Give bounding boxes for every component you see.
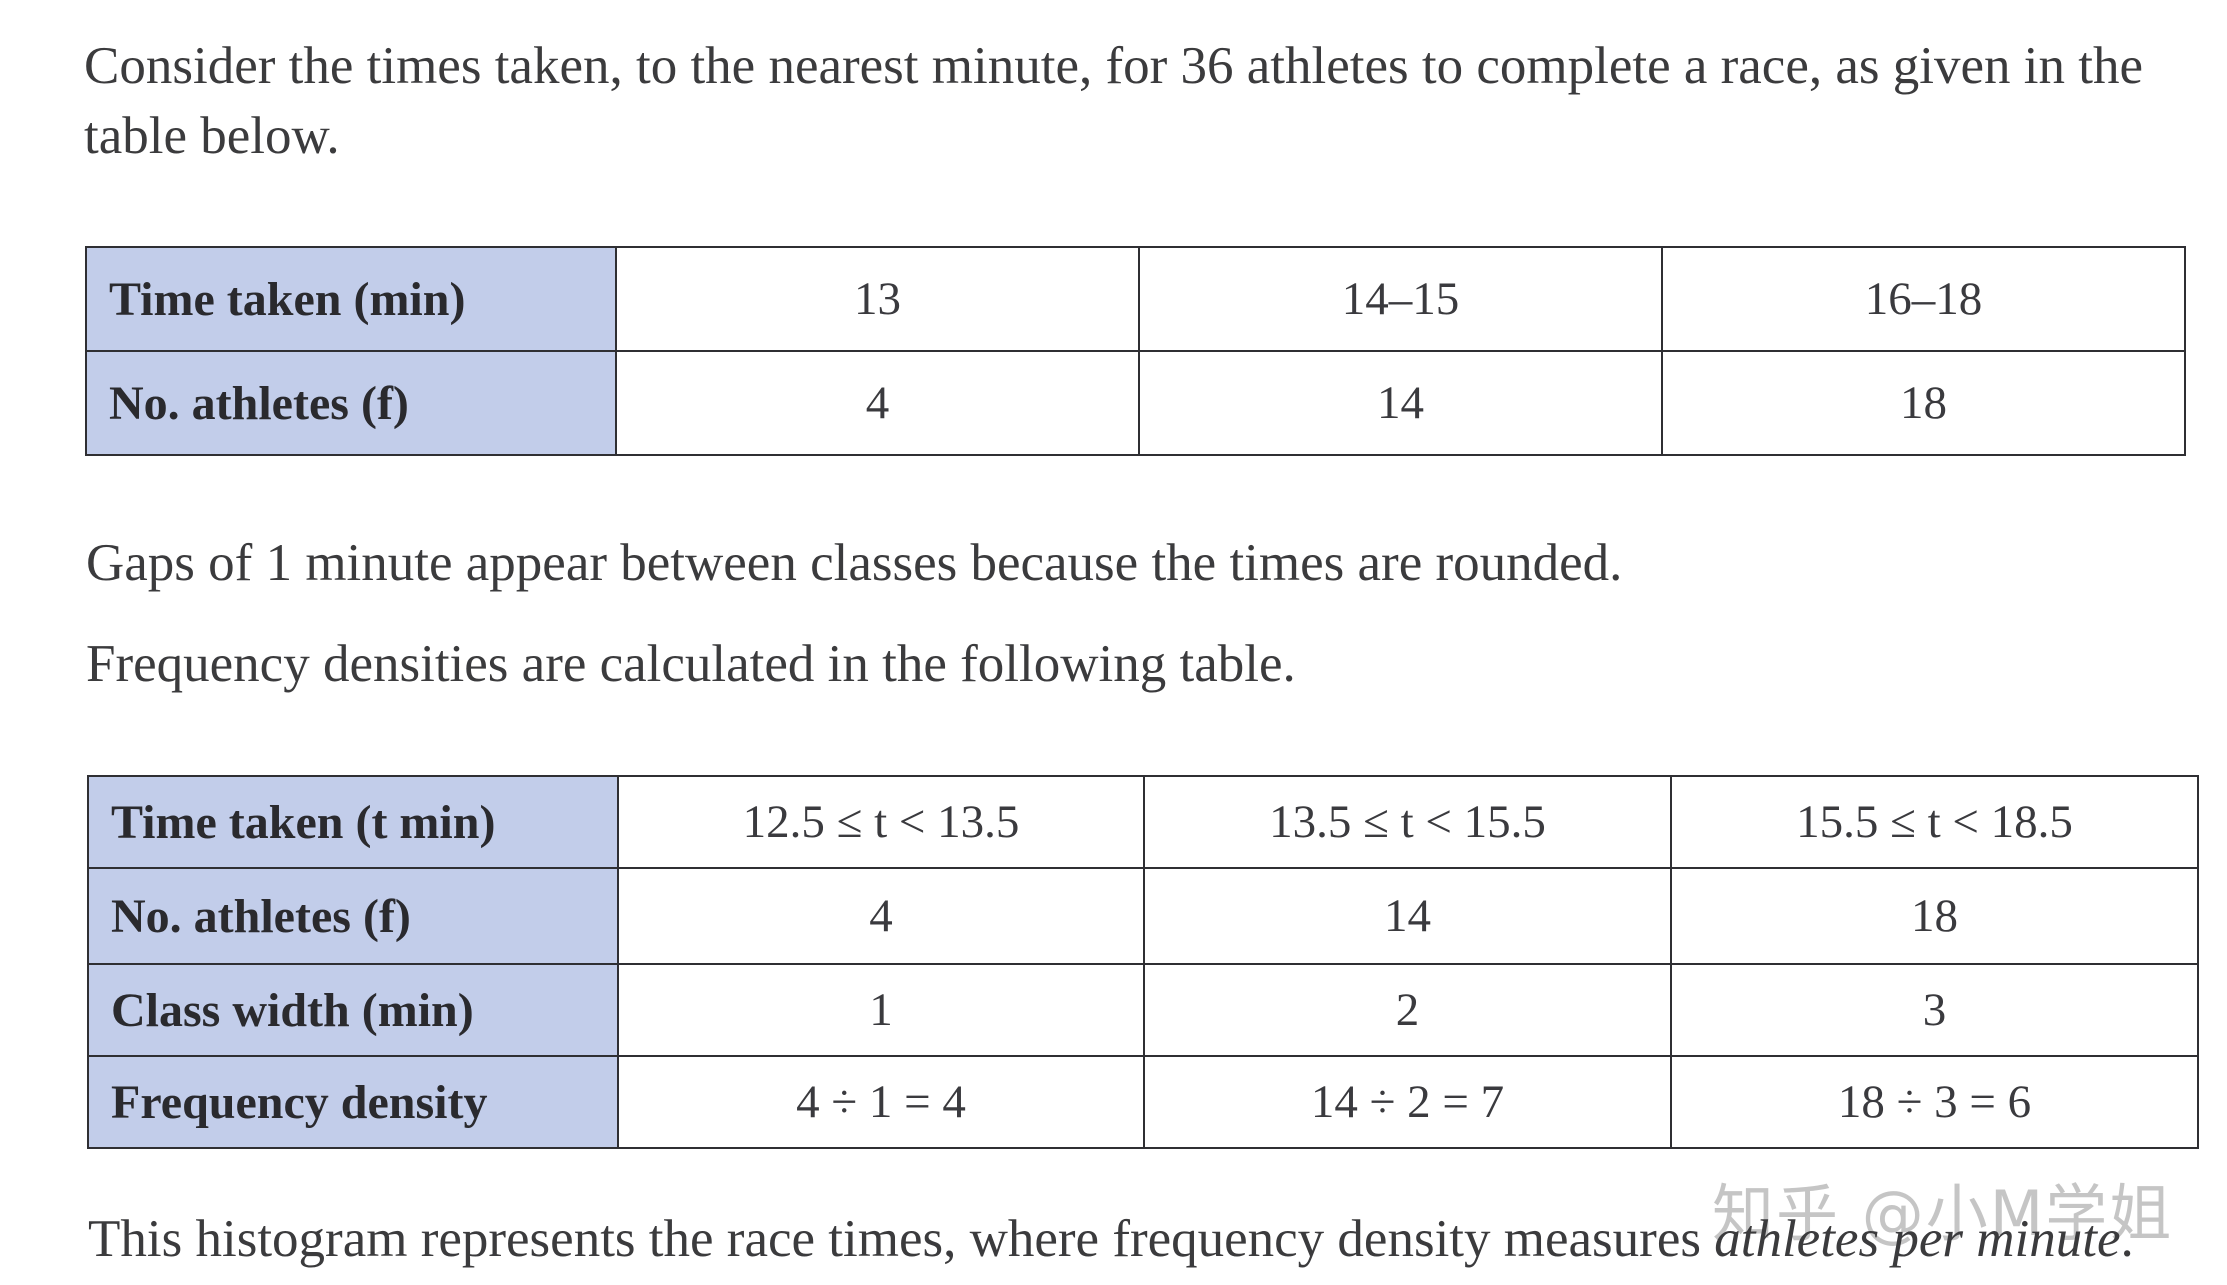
table-cell: 1 [617,963,1145,1057]
table-cell: 14–15 [1138,246,1663,352]
table-row: No. athletes (f) 4 14 18 [87,867,2199,965]
row-header: No. athletes (f) [85,350,617,456]
table-cell: 4 ÷ 1 = 4 [617,1055,1145,1149]
intro-paragraph: Consider the times taken, to the nearest… [84,37,2143,165]
table-cell: 2 [1143,963,1672,1057]
table-row: Frequency density 4 ÷ 1 = 4 14 ÷ 2 = 7 1… [87,1055,2199,1149]
row-header: No. athletes (f) [87,867,619,965]
table-row: Class width (min) 1 2 3 [87,963,2199,1057]
table-row: No. athletes (f) 4 14 18 [85,350,2186,456]
table-cell: 16–18 [1661,246,2186,352]
frequency-density-table: Time taken (t min) 12.5 ≤ t < 13.5 13.5 … [87,775,2199,1149]
table-cell: 15.5 ≤ t < 18.5 [1670,775,2199,869]
row-header: Frequency density [87,1055,619,1149]
frequency-table: Time taken (min) 13 14–15 16–18 No. athl… [85,246,2186,456]
row-header: Time taken (min) [85,246,617,352]
table-cell: 4 [615,350,1140,456]
row-header: Time taken (t min) [87,775,619,869]
table-row: Time taken (t min) 12.5 ≤ t < 13.5 13.5 … [87,775,2199,869]
row-header: Class width (min) [87,963,619,1057]
histogram-text-emphasis: athletes per minute [1714,1210,2121,1268]
frequency-density-paragraph: Frequency densities are calculated in th… [86,635,1296,693]
table-row: Time taken (min) 13 14–15 16–18 [85,246,2186,352]
histogram-text-tail: . [2120,1210,2134,1268]
table-cell: 12.5 ≤ t < 13.5 [617,775,1145,869]
table-cell: 18 [1670,867,2199,965]
table-cell: 13.5 ≤ t < 15.5 [1143,775,1672,869]
table-cell: 13 [615,246,1140,352]
gaps-paragraph: Gaps of 1 minute appear between classes … [86,534,1623,592]
table-cell: 14 [1143,867,1672,965]
table-cell: 4 [617,867,1145,965]
histogram-text-lead: This histogram represents the race times… [88,1210,1715,1268]
table-cell: 18 [1661,350,2186,456]
table-cell: 3 [1670,963,2199,1057]
table-cell: 14 [1138,350,1663,456]
histogram-paragraph: This histogram represents the race times… [88,1204,2134,1274]
table-cell: 18 ÷ 3 = 6 [1670,1055,2199,1149]
watermark: 知乎 @小M学姐 [1712,1177,2174,1250]
table-cell: 14 ÷ 2 = 7 [1143,1055,1672,1149]
